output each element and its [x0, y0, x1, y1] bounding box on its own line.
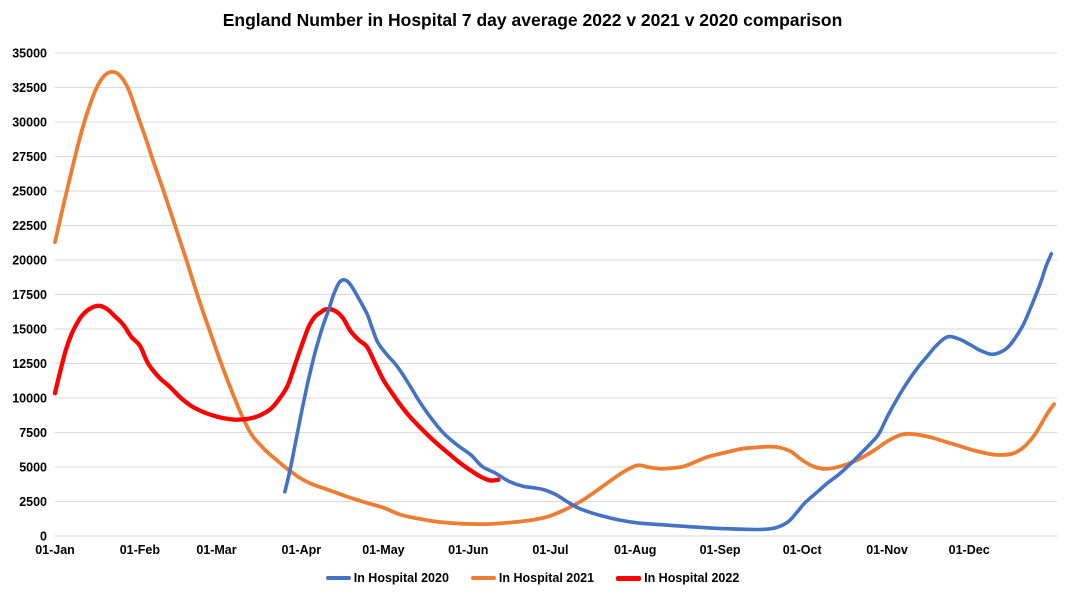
x-tick-label: 01-Dec: [949, 543, 990, 557]
x-tick-label: 01-Jul: [532, 543, 568, 557]
y-tick-label: 32500: [12, 81, 47, 95]
x-tick-label: 01-Aug: [614, 543, 656, 557]
x-axis-labels: 01-Jan 01-Feb 01-Mar 01-Apr 01-May 01-Jun 01-J…: [35, 543, 990, 557]
y-tick-label: 22500: [12, 219, 47, 233]
y-tick-label: 7500: [19, 426, 47, 440]
legend-label-2021: In Hospital 2021: [498, 571, 595, 585]
legend: In Hospital 2020 In Hospital 2021 In Hos…: [0, 571, 1065, 585]
y-tick-label: 35000: [12, 47, 47, 61]
legend-swatch-2022-icon: [616, 575, 642, 581]
x-tick-label: 01-May: [362, 543, 404, 557]
x-tick-label: 01-Oct: [783, 543, 823, 557]
y-axis-labels: 0 2500 5000 7500 10000 12500 15000 17500 20000 22…: [12, 47, 47, 544]
series-line-in-hospital-2020: [283, 252, 1054, 532]
series-line-in-hospital-2021: [53, 70, 1056, 527]
y-tick-label: 10000: [12, 392, 47, 406]
y-tick-label: 25000: [12, 185, 47, 199]
y-tick-label: 17500: [12, 288, 47, 302]
legend-label-2022: In Hospital 2022: [644, 571, 740, 585]
legend-item-2022: In Hospital 2022: [616, 571, 739, 585]
x-tick-label: 01-Jun: [448, 543, 488, 557]
gridlines: [55, 52, 1057, 537]
x-tick-label: 01-Mar: [196, 543, 236, 557]
legend-swatch-2020-icon: [325, 576, 351, 580]
x-tick-label: 01-Nov: [866, 543, 908, 557]
y-tick-label: 5000: [19, 461, 47, 475]
y-tick-label: 15000: [12, 323, 47, 337]
y-tick-label: 30000: [12, 116, 47, 130]
y-tick-label: 27500: [12, 150, 47, 164]
legend-swatch-2021-icon: [470, 576, 496, 580]
legend-label-2020: In Hospital 2020: [353, 571, 449, 585]
x-tick-label: 01-Feb: [120, 543, 161, 557]
y-tick-label: 20000: [12, 254, 47, 268]
chart-title: England Number in Hospital 7 day average…: [222, 10, 843, 30]
x-tick-label: 01-Jan: [35, 543, 75, 557]
y-tick-label: 0: [40, 530, 47, 544]
x-tick-label: 01-Apr: [282, 543, 322, 557]
y-tick-label: 12500: [12, 357, 47, 371]
x-tick-label: 01-Sep: [700, 543, 741, 557]
y-tick-label: 2500: [19, 495, 47, 509]
legend-item-2020: In Hospital 2020: [325, 571, 449, 585]
series-line-in-hospital-2022: [52, 303, 501, 483]
legend-item-2021: In Hospital 2021: [470, 571, 595, 585]
